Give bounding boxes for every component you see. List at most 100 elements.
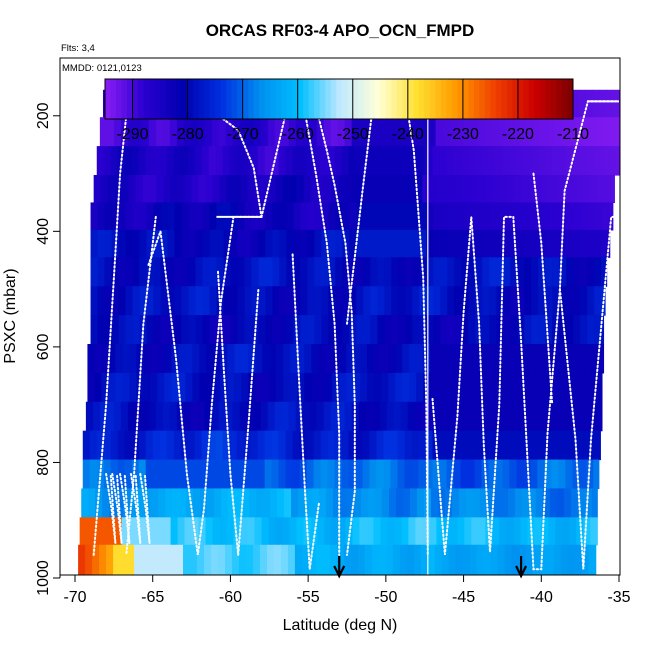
heatmap-cell — [535, 344, 543, 374]
heatmap-cell — [524, 286, 532, 316]
heatmap-cell — [288, 117, 297, 147]
heatmap-cell — [579, 459, 587, 490]
heatmap-cell — [272, 257, 280, 287]
heatmap-cell — [601, 315, 605, 345]
heatmap-cell — [218, 117, 227, 147]
heatmap-cell — [283, 344, 291, 374]
heatmap-cell — [560, 544, 569, 575]
heatmap-cell — [194, 430, 203, 461]
heatmap-cell — [107, 517, 116, 546]
heatmap-cell — [390, 146, 399, 176]
heatmap-cell — [594, 202, 602, 231]
heatmap-cell — [85, 544, 93, 575]
heatmap-cell — [409, 372, 417, 403]
heatmap-cell — [477, 401, 486, 432]
heatmap-cell — [303, 175, 312, 204]
heatmap-cell — [272, 229, 280, 258]
heatmap-cell — [257, 459, 266, 490]
heatmap-cell — [545, 257, 553, 287]
heatmap-cell — [278, 430, 287, 461]
heatmap-cell — [286, 257, 294, 287]
heatmap-cell — [143, 372, 151, 403]
heatmap-cell — [573, 315, 581, 345]
heatmap-cell — [439, 146, 448, 176]
heatmap-cell — [387, 175, 395, 204]
heatmap-cell — [449, 117, 458, 147]
heatmap-cell — [115, 344, 123, 374]
heatmap-cell — [272, 315, 280, 345]
heatmap-cell — [387, 517, 395, 546]
heatmap-cell — [475, 286, 483, 316]
heatmap-cell — [580, 286, 588, 316]
heatmap-cell — [355, 459, 364, 490]
heatmap-cell — [552, 286, 560, 316]
heatmap-cell — [183, 117, 192, 147]
heatmap-cell — [470, 401, 479, 432]
heatmap-cell — [503, 229, 511, 258]
flight-track — [532, 172, 554, 406]
heatmap-cell — [566, 315, 574, 345]
heatmap-cell — [263, 488, 271, 518]
heatmap-cell — [295, 117, 304, 147]
heatmap-cell — [266, 544, 275, 575]
heatmap-cell — [215, 146, 224, 176]
heatmap-cell — [405, 202, 413, 231]
heatmap-cell — [163, 517, 172, 546]
heatmap-cell — [167, 315, 176, 345]
heatmap-cell — [381, 488, 390, 518]
heatmap-cell — [353, 372, 361, 403]
colorbar-tick-label: -270 — [227, 126, 259, 143]
heatmap-cell — [134, 117, 143, 147]
heatmap-cell — [513, 517, 521, 546]
heatmap-cell — [530, 430, 538, 461]
heatmap-cell — [577, 344, 585, 374]
heatmap-cell — [138, 459, 147, 490]
heatmap-cell — [430, 372, 438, 403]
heatmap-cell — [245, 544, 254, 575]
heatmap-cell — [231, 544, 240, 575]
heatmap-cell — [510, 229, 518, 258]
heatmap-cell — [153, 315, 162, 345]
heatmap-cell — [540, 401, 549, 432]
heatmap-cell — [471, 175, 479, 204]
heatmap-cell — [395, 344, 403, 374]
heatmap-cell — [517, 229, 525, 258]
heatmap-cell — [534, 517, 542, 546]
heatmap-cell — [230, 315, 239, 345]
heatmap-cell — [572, 146, 580, 176]
heatmap-cell — [81, 488, 89, 518]
heatmap-cell — [426, 315, 434, 345]
heatmap-cell — [436, 517, 444, 546]
heatmap-cell — [130, 488, 138, 518]
heatmap-cell — [591, 372, 599, 403]
heatmap-cell — [575, 401, 584, 432]
heatmap-cell — [277, 488, 285, 518]
heatmap-cell — [146, 229, 155, 258]
heatmap-cell — [532, 544, 541, 575]
heatmap-cell — [318, 372, 326, 403]
heatmap-cell — [273, 544, 282, 575]
heatmap-cell — [400, 117, 409, 147]
flight-track-boundary — [111, 473, 123, 544]
heatmap-cell — [236, 459, 245, 490]
heatmap-cell — [87, 372, 96, 403]
heatmap-cell — [145, 430, 154, 461]
heatmap-cell — [192, 372, 200, 403]
heatmap-cell — [579, 430, 587, 461]
heatmap-cell — [333, 488, 341, 518]
heatmap-cell — [421, 401, 430, 432]
heatmap-cell — [174, 257, 183, 287]
colorbar-cell — [204, 79, 211, 119]
heatmap-cell — [447, 229, 455, 258]
heatmap-cell — [167, 202, 176, 231]
heatmap-cell — [208, 146, 217, 176]
heatmap-cell — [230, 286, 239, 316]
colorbar-cell — [429, 79, 436, 119]
heatmap-cell — [195, 257, 204, 287]
heatmap-cell — [377, 286, 385, 316]
heatmap-cell — [447, 315, 455, 345]
heatmap-cell — [524, 315, 532, 345]
heatmap-cell — [342, 202, 350, 231]
heatmap-cell — [274, 401, 283, 432]
heatmap-cell — [173, 146, 182, 176]
